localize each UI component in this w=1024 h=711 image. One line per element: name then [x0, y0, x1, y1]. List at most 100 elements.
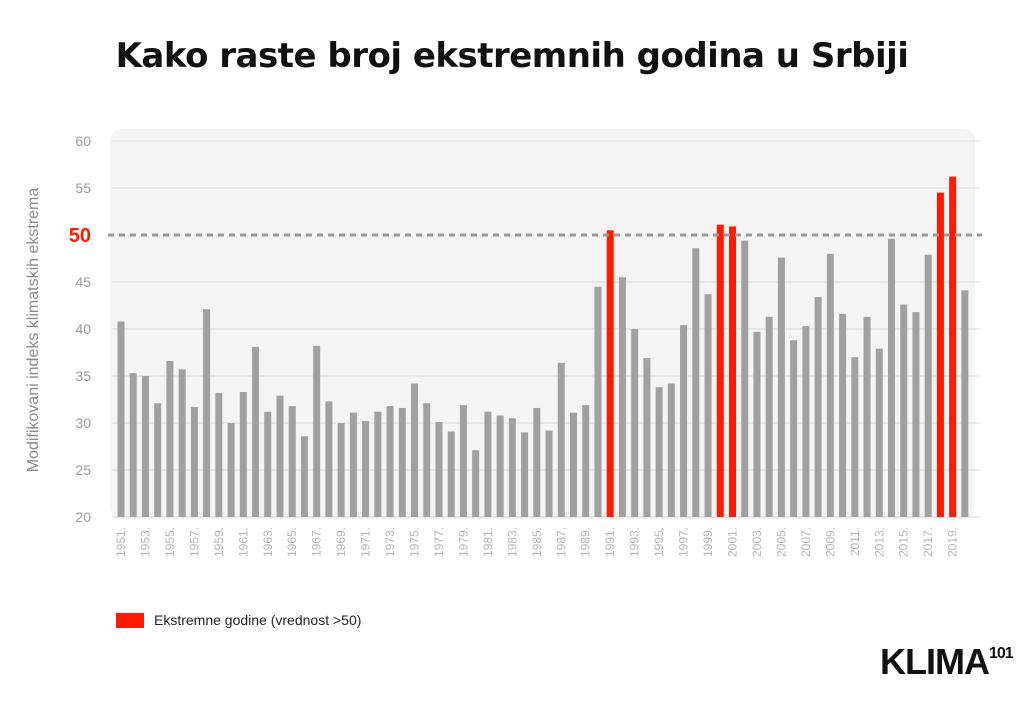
x-tick-label: 2005. [774, 527, 788, 557]
bar-1977. [435, 422, 443, 517]
x-tick-label: 1953. [139, 527, 153, 557]
bar-2006. [790, 340, 798, 517]
bar-1973. [386, 406, 394, 517]
y-axis-ticks: 20 25 30 35 40 45 50 55 60 [69, 133, 91, 525]
bar-1990. [594, 286, 602, 517]
bar-2011. [851, 357, 859, 517]
bar-1996. [667, 383, 675, 517]
bar-1963. [264, 411, 272, 517]
x-tick-label: 1957. [187, 527, 201, 557]
bar-1982. [496, 415, 504, 517]
bar-1985. [533, 407, 541, 517]
x-axis-ticks: 1951. 1953. 1955. 1957. 1959. 1961. 1963. 1965.… [114, 527, 960, 557]
bar-1988. [570, 412, 578, 517]
bar-1962. [252, 346, 260, 517]
x-tick-label: 1987. [554, 527, 568, 557]
x-tick-label: 1993. [628, 527, 642, 557]
bars [117, 176, 969, 518]
x-tick-label: 2003. [750, 527, 764, 557]
y-axis-label: Modifikovani indeks klimatskih ekstrema [25, 188, 42, 473]
x-tick-label: 1971. [359, 527, 373, 557]
bar-2017. [924, 254, 932, 518]
x-tick-label: 1975. [408, 527, 422, 557]
x-tick-label: 2007. [799, 527, 813, 557]
bar-extreme-2001. [729, 226, 736, 518]
klima101-logo: KLIMA101 [880, 641, 1014, 682]
bar-1970. [349, 412, 357, 517]
legend: Ekstremne godine (vrednost >50) [116, 612, 361, 628]
bar-1995. [655, 387, 663, 517]
y-tick-label: 60 [75, 133, 91, 149]
x-tick-label: 2013. [872, 527, 886, 557]
bar-2008. [814, 297, 822, 517]
bar-2010. [839, 313, 847, 517]
bar-1992. [618, 277, 626, 517]
x-tick-label: 1967. [310, 527, 324, 557]
logo-text: KLIMA [880, 641, 990, 682]
x-tick-label: 2011. [848, 527, 862, 556]
x-tick-label: 1989. [579, 527, 593, 557]
x-tick-label: 2017. [921, 527, 935, 557]
x-tick-label: 1979. [456, 527, 470, 557]
x-tick-label: 1997. [677, 527, 691, 557]
y-tick-label: 30 [75, 415, 91, 431]
x-tick-label: 1995. [652, 527, 666, 557]
bar-2020. [961, 290, 969, 517]
bar-1958. [203, 309, 211, 517]
x-tick-label: 1951. [114, 527, 128, 557]
bar-2007. [802, 326, 810, 517]
bar-1956. [178, 369, 186, 517]
bar-2002. [741, 240, 749, 517]
bar-2012. [863, 316, 871, 517]
bar-1967. [313, 345, 321, 517]
bar-1957. [190, 407, 198, 517]
bar-1954. [154, 403, 162, 517]
x-tick-label: 1977. [432, 527, 446, 557]
bar-1953. [141, 376, 149, 517]
bar-2009. [826, 253, 834, 518]
bar-1974. [398, 407, 406, 517]
y-tick-label: 35 [75, 368, 91, 384]
legend-swatch-extreme [116, 612, 144, 628]
bar-1993. [631, 329, 639, 517]
bar-1968. [325, 401, 333, 517]
x-tick-label: 2019. [946, 527, 960, 557]
bar-2005. [777, 257, 785, 517]
x-tick-label: 1969. [334, 527, 348, 557]
x-tick-label: 2015. [897, 527, 911, 557]
bar-1975. [411, 383, 419, 517]
x-tick-label: 2009. [823, 527, 837, 557]
y-tick-label: 40 [75, 321, 91, 337]
bar-1983. [508, 418, 516, 517]
x-tick-label: 1959. [212, 527, 226, 557]
bar-2013. [875, 348, 883, 517]
bar-1994. [643, 358, 651, 517]
bar-1986. [545, 430, 553, 517]
bar-extreme-2019. [949, 176, 957, 517]
bar-1955. [166, 360, 174, 517]
bar-1959. [215, 392, 223, 517]
x-tick-label: 1973. [383, 527, 397, 557]
x-tick-label: 1991. [603, 527, 617, 557]
y-tick-label: 25 [75, 462, 91, 478]
bar-1964. [276, 395, 284, 517]
threshold-label: 50 [69, 225, 91, 247]
x-tick-label: 1961. [236, 527, 250, 557]
bar-1984. [521, 432, 529, 517]
x-tick-label: 1965. [285, 527, 299, 557]
chart-title: Kako raste broj ekstremnih godina u Srbi… [115, 36, 909, 76]
bar-1997. [680, 325, 688, 517]
bar-1965. [288, 406, 296, 517]
x-tick-label: 1985. [530, 527, 544, 557]
x-tick-label: 1999. [701, 527, 715, 557]
y-tick-label: 45 [75, 274, 91, 290]
bar-1987. [557, 362, 565, 517]
bar-2016. [912, 312, 920, 517]
bar-1981. [484, 411, 492, 517]
logo-sup: 101 [988, 645, 1014, 662]
bar-1980. [472, 450, 480, 517]
bar-1952. [129, 373, 137, 517]
bar-1998. [692, 248, 700, 517]
bar-2004. [765, 316, 773, 517]
x-tick-label: 1981. [481, 527, 495, 557]
